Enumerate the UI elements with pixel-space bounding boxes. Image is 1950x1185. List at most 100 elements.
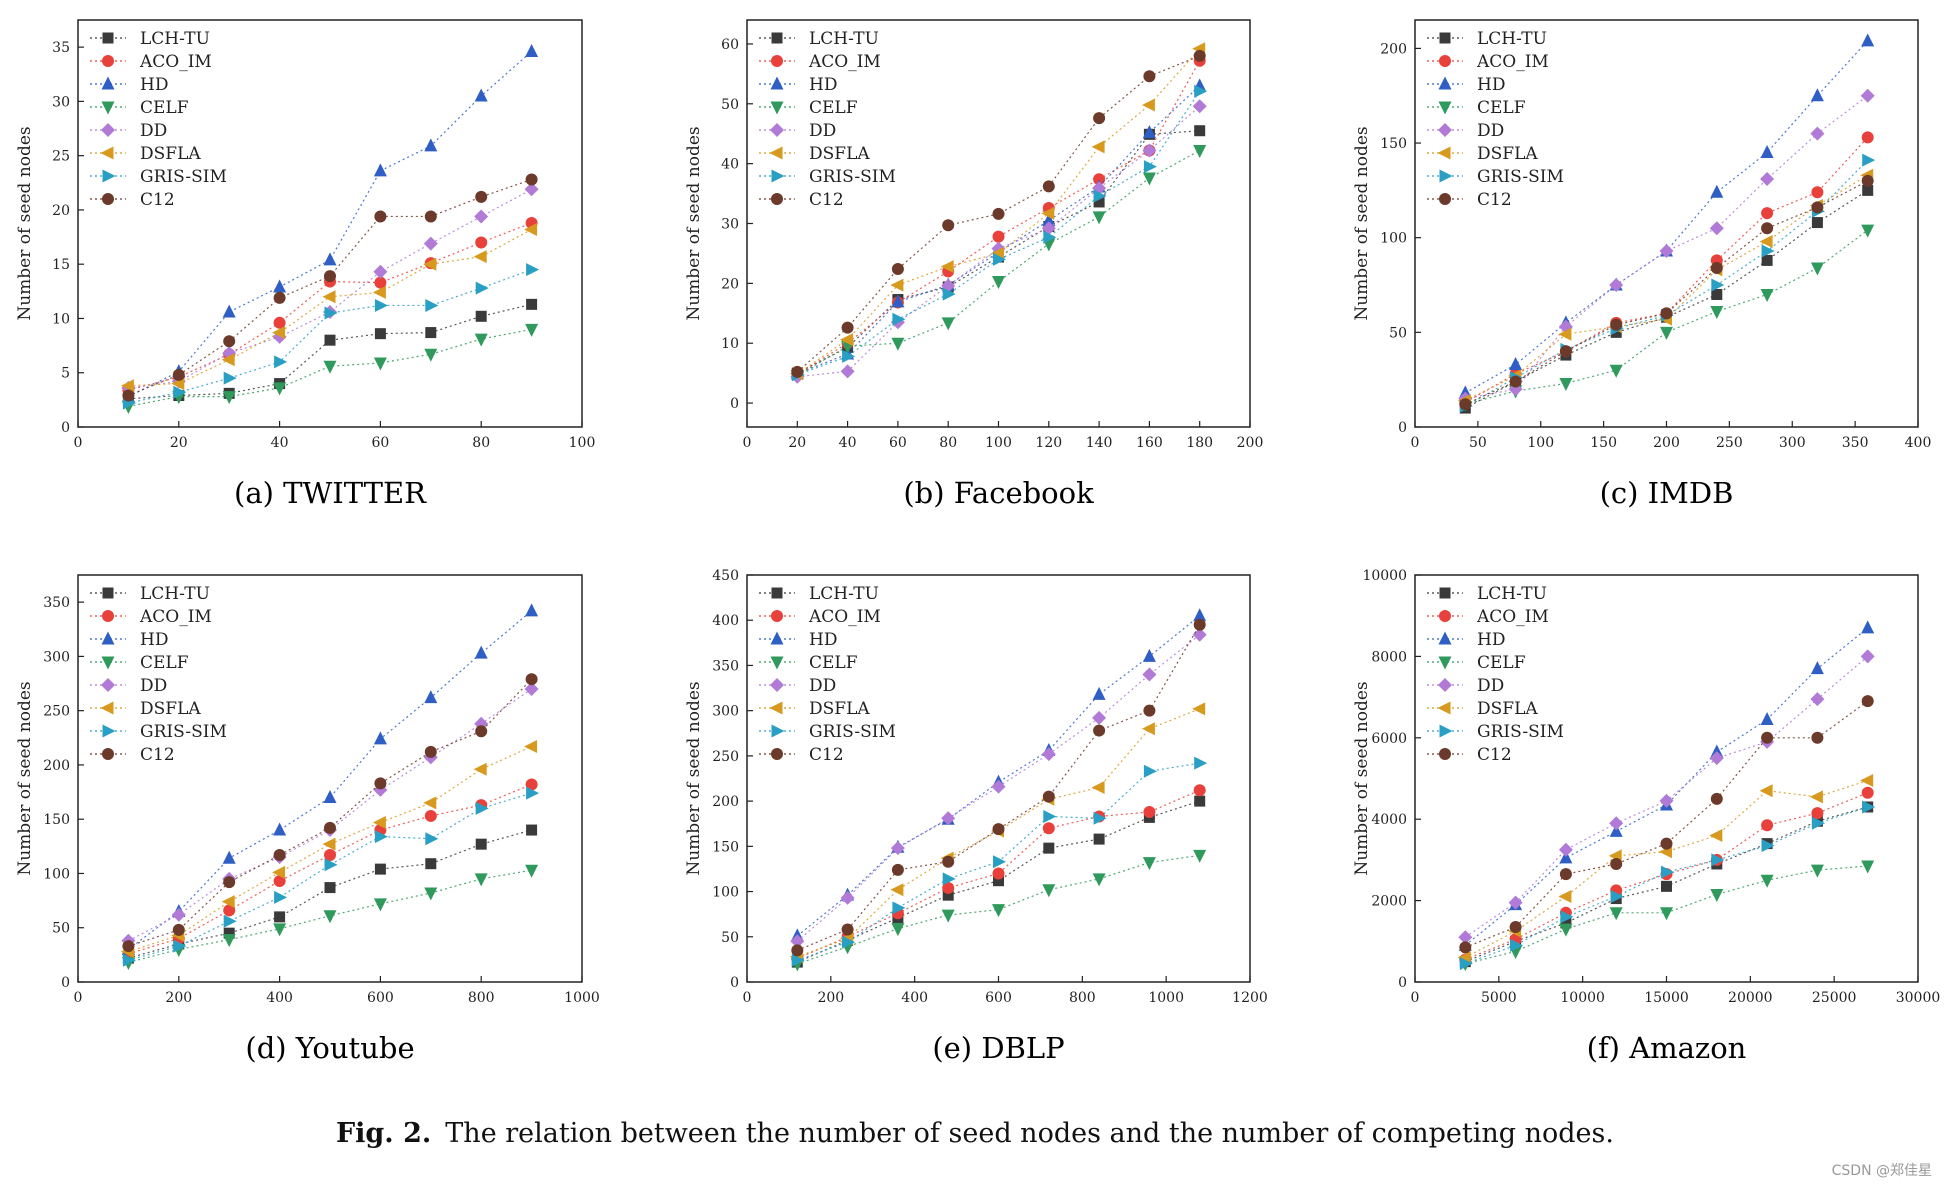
- data-point: [1609, 364, 1623, 378]
- y-tick-label: 300: [712, 704, 739, 720]
- data-point: [1510, 938, 1524, 952]
- data-point: [221, 895, 235, 909]
- series-gris-sim: [122, 263, 540, 410]
- data-point: [1760, 145, 1774, 159]
- series-line: [128, 792, 532, 961]
- data-point: [323, 789, 337, 803]
- x-tick-label: 5000: [1481, 990, 1517, 1006]
- data-point: [322, 837, 336, 851]
- x-tick-label: 1200: [1232, 990, 1268, 1006]
- data-point: [274, 890, 288, 904]
- x-tick-label: 100: [1527, 435, 1554, 451]
- data-point: [223, 371, 237, 385]
- data-point: [892, 312, 906, 326]
- data-point: [992, 276, 1005, 290]
- y-tick-label: 50: [721, 97, 739, 113]
- x-tick-label: 150: [1590, 435, 1617, 451]
- data-point: [474, 88, 488, 102]
- x-tick-label: 0: [74, 435, 83, 451]
- data-point: [942, 881, 955, 894]
- legend-label: DSFLA: [1477, 699, 1538, 719]
- data-point: [1811, 186, 1824, 199]
- data-point: [1811, 807, 1824, 820]
- data-point: [1092, 710, 1107, 725]
- data-point: [526, 824, 538, 836]
- series-aco_im: [791, 784, 1206, 965]
- series-c12: [122, 673, 538, 953]
- data-point: [1862, 800, 1876, 814]
- data-point: [474, 209, 489, 224]
- data-point: [525, 603, 539, 617]
- legend-label: CELF: [1477, 653, 1526, 673]
- data-point: [942, 855, 955, 868]
- data-point: [1861, 33, 1875, 47]
- data-point: [1810, 262, 1824, 276]
- x-tick-label: 200: [165, 990, 192, 1006]
- legend-label: CELF: [809, 653, 858, 673]
- y-tick-label: 4000: [1371, 812, 1407, 828]
- plot-frame: [77, 574, 583, 983]
- x-tick-label: 0: [743, 435, 752, 451]
- data-point: [373, 898, 387, 912]
- data-point: [424, 690, 438, 704]
- data-point: [1560, 917, 1572, 929]
- data-point: [1761, 222, 1774, 235]
- data-point: [374, 863, 386, 875]
- legend-label: DD: [1477, 676, 1504, 696]
- x-tick-label: 20: [170, 435, 188, 451]
- legend-label: C12: [140, 190, 175, 210]
- data-point: [1193, 849, 1207, 863]
- data-point: [1509, 357, 1523, 371]
- data-point: [1041, 747, 1056, 762]
- series-line: [797, 85, 1201, 375]
- x-tick-label: 60: [889, 435, 907, 451]
- y-axis-label: Number of seed nodes: [15, 126, 35, 320]
- data-point: [1810, 661, 1824, 675]
- y-tick-label: 15: [52, 257, 70, 273]
- data-point: [1711, 288, 1723, 300]
- chart-3: 0 50 100 150 200 250 300 350 400 0 50 100 150 200 Numb…: [1352, 19, 1931, 510]
- y-tick-label: 10000: [1362, 568, 1407, 584]
- legend-marker: [102, 55, 114, 67]
- data-point: [374, 276, 387, 289]
- legend-label: DSFLA: [140, 699, 201, 719]
- chart-6: 0 5000 10000 15000 20000 25000 30000 0 2000 4000 6…: [1352, 568, 1940, 1065]
- legend-marker: [102, 193, 114, 205]
- y-tick-label: 50: [721, 930, 739, 946]
- watermark: CSDN @郑佳星: [1831, 1163, 1932, 1179]
- series-line: [128, 869, 532, 964]
- data-point: [372, 285, 386, 299]
- legend-label: C12: [809, 745, 844, 765]
- data-point: [1861, 860, 1875, 874]
- data-point: [526, 298, 538, 310]
- x-tick-label: 0: [1411, 435, 1420, 451]
- legend: LCH-TU ACO_IM HD CELF DD DSFLA GRIS-SIM C12: [1427, 29, 1564, 210]
- data-point: [374, 830, 388, 844]
- series-hd: [790, 78, 1207, 380]
- legend-marker: [1439, 748, 1451, 760]
- series-line: [1465, 159, 1869, 407]
- x-tick-label: 10000: [1560, 990, 1605, 1006]
- chart-title: (e) DBLP: [932, 1031, 1064, 1065]
- legend-label: CELF: [1477, 98, 1526, 118]
- data-point: [425, 298, 439, 312]
- data-point: [1092, 211, 1106, 225]
- data-point: [1609, 823, 1623, 837]
- data-point: [1559, 377, 1573, 391]
- y-tick-label: 250: [43, 704, 70, 720]
- legend-label: GRIS-SIM: [140, 167, 227, 187]
- legend-label: GRIS-SIM: [1477, 167, 1564, 187]
- data-point: [524, 739, 538, 753]
- x-tick-label: 100: [985, 435, 1012, 451]
- data-point: [993, 875, 1004, 887]
- y-tick-label: 25: [52, 149, 70, 165]
- series-line: [128, 678, 533, 947]
- data-point: [474, 333, 488, 347]
- data-point: [524, 681, 539, 696]
- series-dsfla: [789, 42, 1206, 381]
- series-line: [797, 624, 1201, 951]
- data-point: [423, 236, 438, 251]
- data-point: [1810, 692, 1825, 707]
- data-point: [425, 832, 439, 846]
- data-point: [1194, 795, 1206, 807]
